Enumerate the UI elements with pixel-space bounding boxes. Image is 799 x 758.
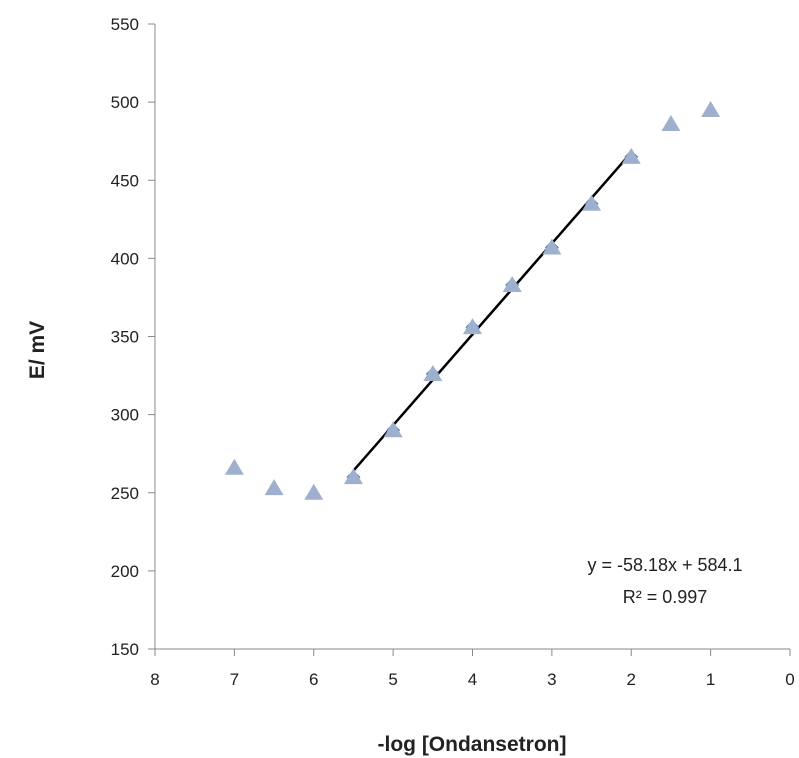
- x-tick-label: 4: [468, 670, 477, 689]
- triangle-point: [343, 468, 363, 485]
- y-tick-label: 300: [111, 406, 139, 425]
- y-tick-label: 400: [111, 249, 139, 268]
- y-tick-label: 250: [111, 484, 139, 503]
- x-tick-label: 8: [150, 670, 159, 689]
- y-tick-label: 150: [111, 640, 139, 659]
- triangle-point: [224, 458, 244, 475]
- x-axis-title: -log [Ondansetron]: [378, 733, 567, 756]
- trendline-group: [352, 151, 633, 472]
- trendline-r-squared: R² = 0.997: [623, 587, 708, 607]
- x-tick-label: 0: [785, 670, 794, 689]
- x-tick-label: 5: [388, 670, 397, 689]
- data-points: [224, 100, 721, 500]
- x-tick-label: 2: [627, 670, 636, 689]
- triangle-point: [621, 147, 641, 164]
- triangle-point: [701, 100, 721, 117]
- triangle-point: [661, 115, 681, 131]
- triangle-point: [383, 421, 403, 438]
- triangle-point: [502, 275, 522, 292]
- y-tick-label: 500: [111, 93, 139, 112]
- x-tick-label: 3: [547, 670, 556, 689]
- triangle-point: [423, 365, 443, 381]
- x-tick-label: 6: [309, 670, 318, 689]
- trendline: [352, 151, 633, 472]
- triangle-point: [463, 318, 482, 335]
- y-tick-label: 350: [111, 328, 139, 347]
- x-tick-label: 1: [706, 670, 715, 689]
- triangle-point: [582, 194, 602, 211]
- x-ticks: 8 7 6 5 4 3 2 1 0: [150, 649, 795, 689]
- triangle-point: [264, 479, 284, 496]
- triangle-point: [542, 238, 562, 255]
- x-tick-label: 7: [230, 670, 239, 689]
- triangle-point: [304, 483, 324, 500]
- y-tick-label: 450: [111, 171, 139, 190]
- y-ticks: 150 200 250 300 350 400 450 500 550: [111, 15, 155, 659]
- y-tick-label: 550: [111, 15, 139, 34]
- y-axis-title: E/ mV: [26, 321, 49, 379]
- trendline-equation: y = -58.18x + 584.1: [587, 555, 742, 575]
- y-tick-label: 200: [111, 562, 139, 581]
